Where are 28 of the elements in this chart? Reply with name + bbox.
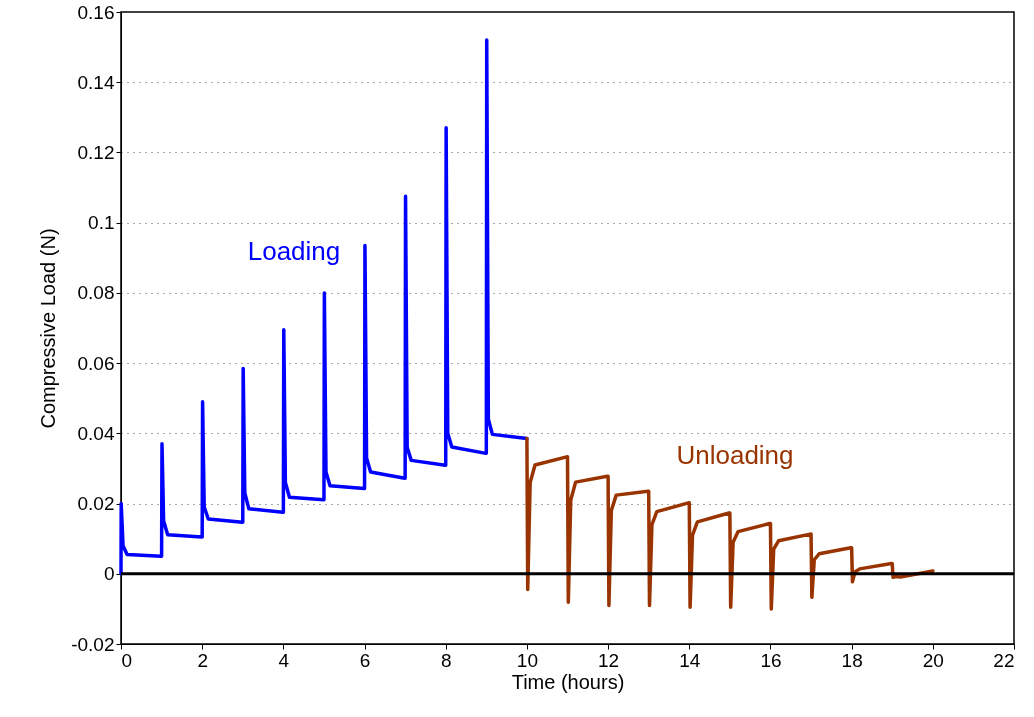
- y-tick-label: 0.1: [88, 212, 115, 234]
- x-tick-label: 6: [359, 649, 371, 671]
- x-tick-label: 14: [679, 649, 701, 671]
- y-tick-label: 0.12: [77, 141, 115, 163]
- x-tick-label: 0: [121, 649, 133, 671]
- x-tick-label: 20: [922, 649, 944, 671]
- y-tick-label: -0.02: [71, 633, 115, 655]
- y-tick-label: 0.08: [77, 282, 115, 304]
- y-tick-label: 0: [103, 563, 115, 585]
- x-tick-label: 16: [760, 649, 782, 671]
- x-tick-label: 2: [197, 649, 208, 671]
- y-tick-label: 0.06: [77, 352, 115, 374]
- y-tick-label: 0.14: [77, 71, 115, 93]
- y-tick-label: 0.04: [77, 422, 115, 444]
- x-tick-label: 4: [278, 649, 290, 671]
- x-tick-label: 22: [993, 649, 1015, 671]
- series-label: Loading: [247, 236, 341, 266]
- x-tick-label: 18: [841, 649, 863, 671]
- line-series: [119, 38, 529, 576]
- y-tick-label: 0.02: [77, 493, 115, 515]
- line-series: [525, 436, 935, 611]
- x-tick-label: 12: [598, 649, 620, 671]
- x-tick-label: 10: [516, 649, 538, 671]
- series-label: Unloading: [676, 440, 794, 470]
- y-axis-title: Compressive Load (N): [37, 228, 60, 429]
- x-axis-title: Time (hours): [511, 670, 625, 693]
- x-tick-label: 8: [440, 649, 452, 671]
- y-tick-label: 0.16: [77, 1, 115, 23]
